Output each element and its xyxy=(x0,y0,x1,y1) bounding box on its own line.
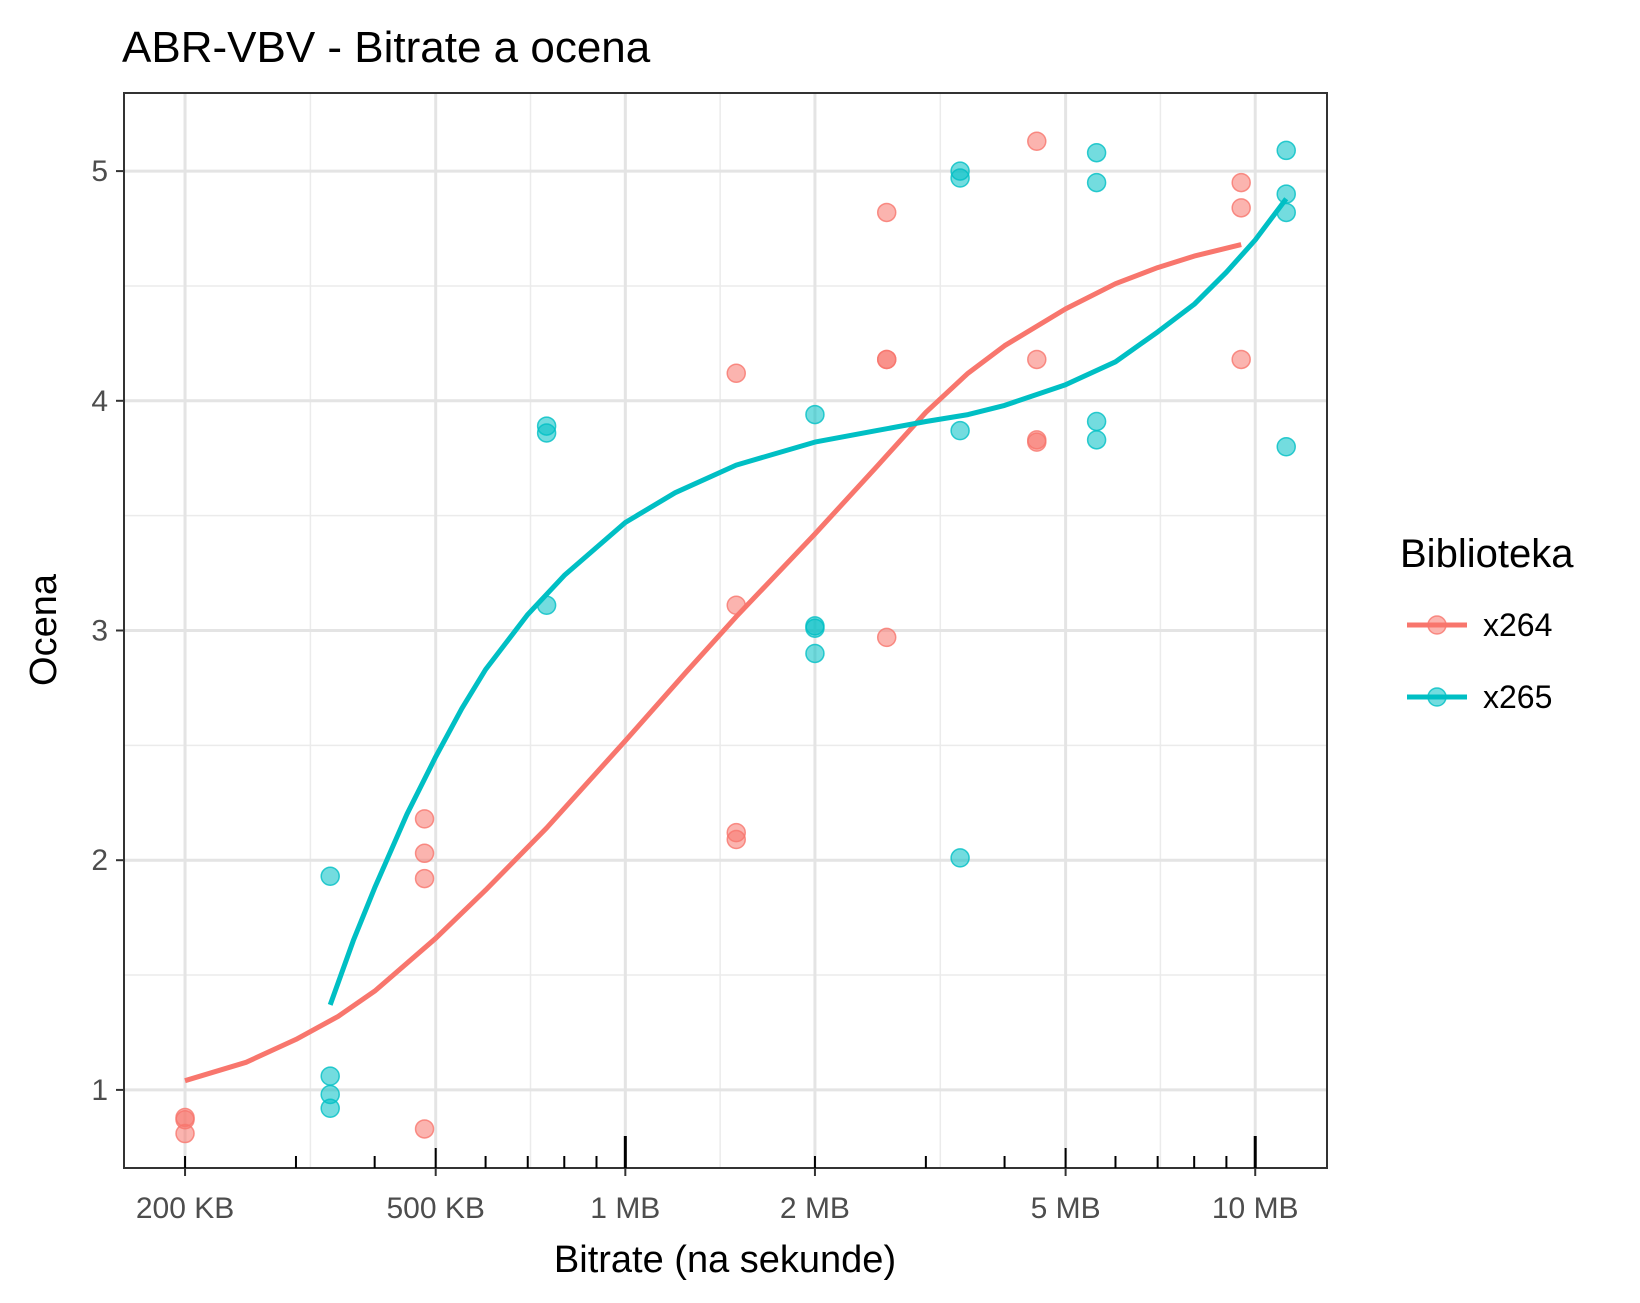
data-point-x265 xyxy=(805,618,825,638)
data-point-x264 xyxy=(1231,172,1251,193)
data-point-x264 xyxy=(1027,349,1047,370)
data-point-x264 xyxy=(726,595,746,615)
y-tick-label: 5 xyxy=(91,155,108,188)
x-tick-label: 500 KB xyxy=(386,1192,484,1225)
data-point-x264 xyxy=(876,627,897,648)
legend-label-x264: x264 xyxy=(1483,607,1552,643)
data-point-x265 xyxy=(1276,202,1296,223)
legend: Biblioteka x264 x265 xyxy=(1400,532,1574,715)
data-point-x264 xyxy=(414,868,435,889)
data-point-x264 xyxy=(1027,432,1047,452)
data-point-x264 xyxy=(414,843,435,864)
x-tick-label: 2 MB xyxy=(780,1192,850,1225)
y-axis: 1 2 3 4 5 xyxy=(91,155,124,1107)
y-tick-label: 4 xyxy=(91,385,108,418)
major-grid xyxy=(124,93,1327,1168)
data-point-x264 xyxy=(876,349,897,370)
data-point-x264 xyxy=(414,1119,435,1139)
data-point-x265 xyxy=(536,423,557,443)
legend-label-x265: x265 xyxy=(1483,679,1552,715)
trend-lines xyxy=(184,197,1289,1084)
y-tick-label: 2 xyxy=(91,844,108,877)
data-point-x265 xyxy=(1086,430,1107,450)
data-point-x265 xyxy=(536,595,557,615)
data-point-x265 xyxy=(320,1098,340,1119)
data-point-x265 xyxy=(1086,142,1107,163)
data-point-x264 xyxy=(876,202,897,223)
chart-title: ABR-VBV - Bitrate a ocena xyxy=(122,23,651,72)
data-points xyxy=(175,131,1296,1144)
data-point-x264 xyxy=(1027,131,1047,151)
data-point-x265 xyxy=(950,168,970,188)
data-point-x265 xyxy=(805,404,825,425)
legend-title: Biblioteka xyxy=(1400,532,1574,576)
data-point-x265 xyxy=(1276,140,1296,161)
x-tick-label: 5 MB xyxy=(1031,1192,1101,1225)
legend-key-point-x265 xyxy=(1427,687,1447,707)
data-point-x265 xyxy=(1276,436,1296,457)
x-axis-title: Bitrate (na sekunde) xyxy=(554,1239,896,1281)
data-point-x265 xyxy=(1276,184,1296,204)
data-point-x265 xyxy=(950,848,970,868)
data-point-x264 xyxy=(726,829,746,850)
legend-key-point-x264 xyxy=(1427,615,1447,635)
trend-line-x265 xyxy=(327,197,1289,1006)
y-tick-label: 1 xyxy=(91,1074,108,1107)
x-tick-label: 1 MB xyxy=(590,1192,660,1225)
data-point-x264 xyxy=(175,1123,195,1144)
data-point-x265 xyxy=(1086,411,1107,432)
data-point-x264 xyxy=(726,363,746,383)
data-point-x264 xyxy=(414,809,435,829)
data-point-x265 xyxy=(950,420,970,441)
trend-line-x264 xyxy=(184,242,1242,1084)
data-point-x265 xyxy=(320,866,340,887)
data-point-x265 xyxy=(1086,172,1107,193)
data-point-x265 xyxy=(805,643,825,664)
y-tick-label: 3 xyxy=(91,615,108,648)
x-axis: 200 KB 500 KB 1 MB 2 MB 5 MB 10 MB xyxy=(136,1136,1299,1225)
x-tick-label: 200 KB xyxy=(136,1192,234,1225)
data-point-x264 xyxy=(1231,198,1251,218)
y-axis-title: Ocena xyxy=(23,573,65,686)
data-point-x264 xyxy=(1231,349,1251,370)
data-point-x265 xyxy=(320,1066,340,1086)
x-tick-label: 10 MB xyxy=(1212,1192,1299,1225)
